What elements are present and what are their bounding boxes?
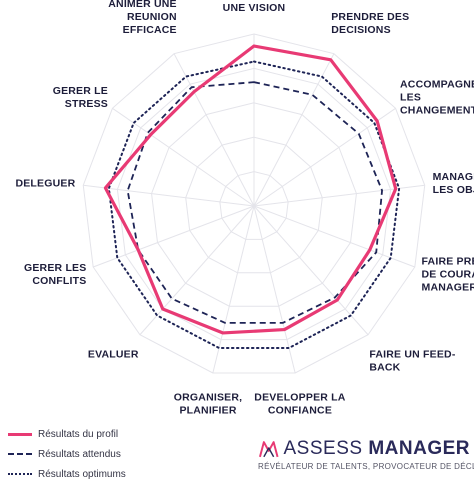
series-line-dashed [126, 81, 383, 324]
series-line-solid [103, 44, 398, 335]
grid-spoke [253, 53, 335, 207]
brand-name-part2: MANAGER [368, 438, 470, 459]
grid-spoke [253, 205, 416, 268]
axis-label: EFFICACE [123, 24, 177, 36]
axis-label: ORGANISER, [174, 391, 243, 403]
brand-line: ASSESS MANAGER [258, 438, 470, 460]
axis-label: STRESS [65, 98, 108, 110]
grid-ring [116, 67, 392, 341]
axis-label: EVALUER [88, 349, 139, 361]
grid-spoke [112, 107, 255, 207]
axis-label: REUNION [127, 11, 177, 23]
axis-label: BACK [369, 362, 400, 374]
axis-label: FAIRE UN FEED- [369, 349, 456, 361]
grid-spoke [253, 205, 369, 336]
brand-name: ASSESS MANAGER [284, 438, 471, 460]
axis-label: LES OBJECTIFS [433, 184, 474, 196]
grid-spoke [83, 184, 255, 207]
axis-label: FAIRE PREUVE [422, 256, 474, 268]
legend-swatch-optimums [8, 473, 32, 475]
grid-spoke [173, 53, 255, 207]
axis-label: GERER LE [53, 85, 108, 97]
axis-label: CONFLITS [32, 275, 86, 287]
brand-name-part1: ASSESS [283, 438, 363, 459]
axis-label: ACCOMPAGNER [400, 78, 474, 90]
axis-label: LES [400, 91, 421, 103]
legend-item-optimums: Résultats optimums [8, 464, 228, 484]
axis-label: ANIMER UNE [108, 0, 177, 10]
axis-label: UNE VISION [223, 2, 286, 14]
grid-ring [151, 102, 357, 307]
grid-spoke [253, 205, 296, 374]
grid-spoke [92, 205, 255, 268]
axis-label: MANAGER PAR [433, 171, 474, 183]
grid-spoke [212, 205, 255, 374]
axis-label: MANAGERIAL [422, 282, 474, 294]
radar-series [103, 44, 401, 349]
legend-item-profil: Résultats du profil [8, 424, 228, 444]
series-line-dotted [107, 60, 401, 349]
radar-axis-labels: TRANSMETTREUNE VISION PRENDRE DESDECISION… [15, 0, 474, 416]
legend-label: Résultats du profil [38, 428, 119, 440]
axis-label: DECISIONS [331, 24, 391, 36]
grid-ring [219, 171, 289, 240]
axis-label: GERER LES [24, 262, 86, 274]
axis-label: DEVELOPPER LA [254, 391, 345, 403]
brand-block: ASSESS MANAGER RÉVÉLATEUR DE TALENTS, PR… [258, 438, 474, 471]
grid-ring [185, 136, 323, 274]
legend-label: Résultats attendus [38, 448, 121, 460]
axis-label: PLANIFIER [179, 404, 236, 416]
radar-grid [82, 33, 426, 374]
grid-ring [82, 33, 426, 374]
legend-label: Résultats optimums [38, 468, 126, 480]
legend-item-attendus: Résultats attendus [8, 444, 228, 464]
legend-swatch-attendus [8, 453, 32, 455]
axis-label: PRENDRE DES [331, 11, 409, 23]
brand-tagline: RÉVÉLATEUR DE TALENTS, PROVOCATEUR DE DÉ… [258, 462, 474, 471]
axis-label: CONFIANCE [268, 404, 332, 416]
grid-spoke [139, 205, 255, 336]
legend: Résultats du profil Résultats attendus R… [8, 424, 228, 484]
axis-label: CHANGEMENTS [400, 104, 474, 116]
radar-chart: TRANSMETTREUNE VISION PRENDRE DESDECISION… [15, 0, 474, 416]
axis-label: DELEGUER [15, 177, 75, 189]
grid-spoke [253, 107, 396, 207]
axis-label: DE COURAGE [422, 269, 474, 281]
brand-logo-icon [259, 441, 279, 458]
axis-label: TRANSMETTRE [213, 0, 295, 1]
legend-swatch-profil [8, 432, 32, 436]
